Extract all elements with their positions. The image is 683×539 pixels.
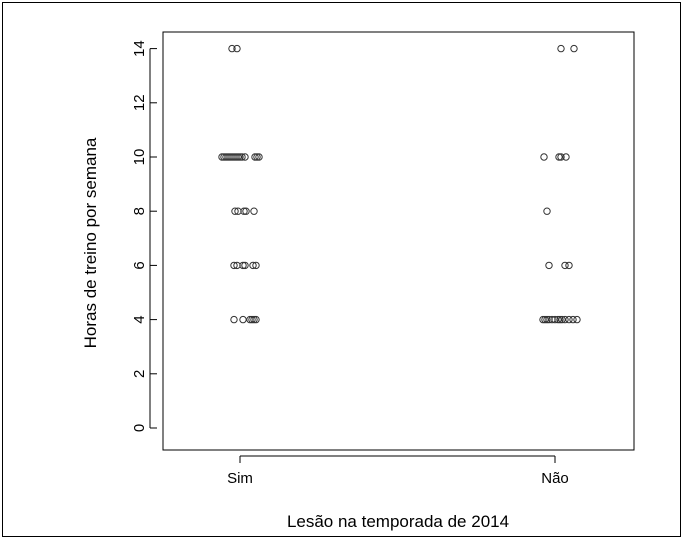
data-point [557,44,565,53]
data-point [556,315,564,324]
data-point [565,315,573,324]
data-point [230,261,238,270]
data-point [561,261,569,270]
data-point [228,44,236,53]
data-points [218,44,581,324]
data-point [558,315,566,324]
data-point [240,207,248,215]
data-point [239,315,247,324]
y-tick-label: 4 [131,315,148,323]
data-point [545,261,553,270]
y-tick-label: 8 [131,207,148,215]
y-tick-label: 6 [131,261,148,269]
data-point [249,261,257,270]
data-point [251,153,259,161]
data-point [541,315,549,324]
data-point [555,153,563,161]
data-point [255,153,263,161]
data-point [543,315,551,324]
data-point [253,153,261,161]
x-axis-title: Lesão na temporada de 2014 [287,512,509,531]
data-point [562,153,570,161]
data-point [565,261,573,270]
data-point [231,207,239,215]
y-axis: 0 2 4 6 8 10 12 14 [131,40,157,432]
data-point [250,207,258,215]
x-axis: Sim Não [227,455,569,487]
data-point [241,261,249,270]
x-tick-label: Sim [227,470,253,487]
data-point [236,153,244,161]
data-point [554,315,562,324]
data-point [551,315,559,324]
scatter-chart: 0 2 4 6 8 10 12 14 Sim Não Horas de treino por s… [81,31,635,531]
data-point [241,153,249,161]
y-tick-label: 10 [131,149,148,166]
y-tick-label: 2 [131,370,148,378]
data-point [570,44,578,53]
data-point [557,153,565,161]
data-point [252,261,260,270]
data-point [543,207,551,215]
y-axis-title: Horas de treino por semana [81,137,100,348]
data-point [238,153,246,161]
data-point [233,44,241,53]
data-point [234,153,242,161]
data-point [569,315,577,324]
plot-area [162,31,635,451]
y-tick-label: 0 [131,424,148,432]
x-tick-label: Não [541,470,569,487]
data-point [230,315,238,324]
data-point [252,315,260,324]
data-point [561,315,569,324]
data-point [540,153,548,161]
y-tick-label: 12 [131,94,148,111]
data-point [250,315,258,324]
data-point [573,315,581,324]
data-point [242,207,250,215]
data-point [248,315,256,324]
y-tick-label: 14 [131,40,148,57]
data-point [239,261,247,270]
